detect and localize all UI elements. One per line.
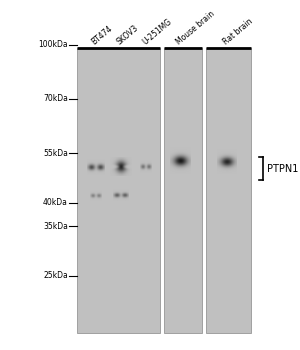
Text: 55kDa: 55kDa <box>43 149 68 158</box>
Text: 35kDa: 35kDa <box>43 222 68 231</box>
Text: 40kDa: 40kDa <box>43 198 68 207</box>
Text: 25kDa: 25kDa <box>43 271 68 280</box>
Bar <box>164 48 202 333</box>
Text: SKOV3: SKOV3 <box>115 23 140 46</box>
Text: 100kDa: 100kDa <box>38 40 68 49</box>
Text: Rat brain: Rat brain <box>221 16 254 46</box>
Bar <box>206 48 251 333</box>
Bar <box>77 48 160 333</box>
Text: PTPN1: PTPN1 <box>267 163 298 174</box>
Text: 70kDa: 70kDa <box>43 94 68 104</box>
Text: U-251MG: U-251MG <box>140 17 173 46</box>
Text: Mouse brain: Mouse brain <box>174 9 216 46</box>
Text: BT474: BT474 <box>90 24 114 46</box>
